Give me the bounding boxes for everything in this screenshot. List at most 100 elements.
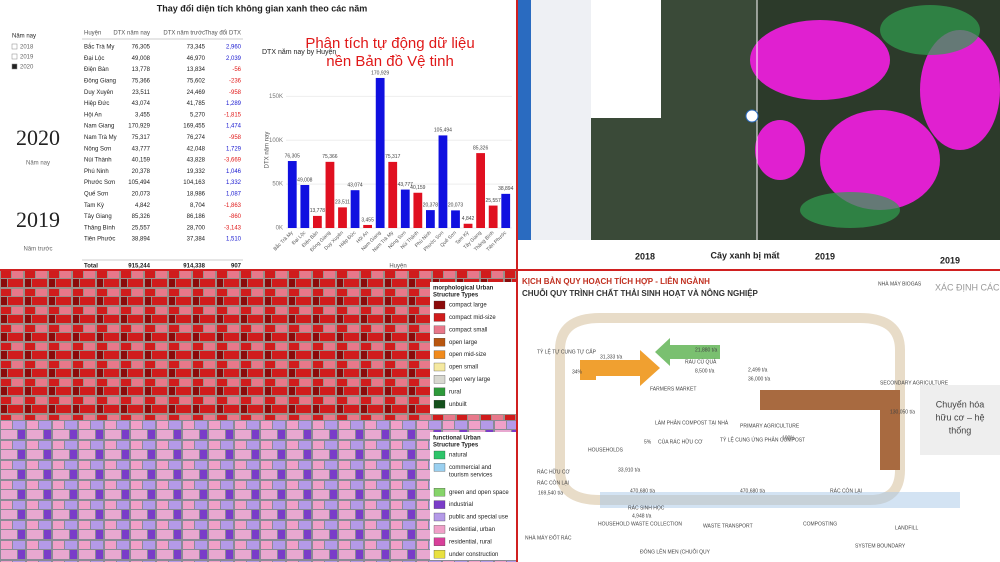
- table-cell: 75,602: [187, 78, 206, 84]
- bar: [338, 207, 347, 228]
- table-cell: -1,863: [224, 203, 242, 209]
- table-cell: 46,970: [187, 56, 206, 62]
- diagram-label: LÀM PHÂN COMPOST TẠI NHÀ: [655, 419, 729, 426]
- bar: [501, 193, 511, 228]
- table-cell: 43,777: [132, 146, 151, 152]
- bar: [312, 215, 322, 228]
- year-label: 2019: [940, 255, 960, 265]
- x-axis-label: Huyện: [389, 264, 406, 270]
- year-label: 2019: [815, 251, 835, 261]
- bar: [413, 192, 423, 228]
- flow-arrow: [580, 350, 660, 386]
- table-cell: 18,986: [187, 191, 206, 197]
- diagram-label: RÁC HỮU CƠ: [537, 468, 570, 475]
- table-cell: 8,704: [190, 203, 206, 209]
- value-label: 105,494: [434, 128, 452, 134]
- total-cell: 915,244: [128, 264, 150, 270]
- table-cell: Quế Sơn: [84, 191, 108, 197]
- column-header: DTX năm trước: [163, 31, 205, 37]
- diagram-label: 5%: [644, 439, 652, 445]
- legend-swatch: [433, 387, 446, 396]
- table-cell: 4,842: [135, 203, 151, 209]
- table-cell: Hội An: [84, 112, 102, 118]
- table-cell: 1,046: [226, 169, 242, 175]
- bar: [325, 161, 335, 228]
- table-cell: 49,008: [132, 56, 151, 62]
- y-tick-label: 100K: [269, 138, 283, 144]
- table-cell: 75,317: [132, 135, 151, 141]
- table-cell: -860: [229, 214, 242, 220]
- flow-arrow: [760, 390, 900, 470]
- legend-label: compact large: [449, 303, 487, 309]
- table-cell: 28,700: [187, 225, 206, 231]
- diagram-label: 34%: [572, 369, 583, 375]
- value-label: 20,073: [448, 203, 464, 209]
- current-year-label: Năm nay: [26, 161, 50, 167]
- value-label: 40,159: [410, 185, 426, 191]
- flow-arrow: [655, 338, 720, 366]
- value-label: 43,074: [347, 183, 363, 189]
- diagram-label: 8,500 t/a: [695, 368, 715, 374]
- slicer-checkbox[interactable]: [11, 63, 18, 70]
- diagram-label: RÁC CÒN LẠI: [537, 479, 569, 486]
- table-cell: 1,474: [226, 124, 242, 130]
- table-cell: 25,557: [132, 225, 151, 231]
- table-cell: Nông Sơn: [84, 146, 111, 152]
- value-label: 13,778: [310, 208, 326, 214]
- legend-swatch: [433, 400, 446, 409]
- table-cell: 76,305: [132, 45, 151, 51]
- column-header: DTX năm nay: [113, 31, 150, 37]
- total-cell: 914,338: [183, 264, 205, 270]
- legend-label: residential, rural: [449, 539, 492, 545]
- table-cell: 19,332: [187, 169, 206, 175]
- swipe-handle[interactable]: [745, 109, 759, 123]
- y-tick-label: 150K: [269, 94, 283, 100]
- diagram-label: 2,499 t/a: [748, 367, 768, 373]
- bar: [375, 77, 385, 229]
- value-label: 20,378: [423, 202, 439, 208]
- y-tick-label: 50K: [272, 182, 283, 188]
- table-cell: 86,186: [187, 214, 206, 220]
- caption-strip: [517, 240, 1000, 270]
- toolbar: [517, 0, 531, 240]
- table-cell: Tam Kỳ: [84, 203, 104, 209]
- slicer-checkbox[interactable]: [11, 53, 18, 60]
- legend-swatch: [433, 362, 446, 372]
- value-label: 38,894: [498, 186, 514, 192]
- bar: [425, 210, 435, 228]
- system-loop: [555, 313, 905, 505]
- legend-label: unbuilt: [449, 402, 467, 408]
- table-cell: 1,289: [226, 101, 242, 107]
- legend-label: compact small: [449, 327, 487, 333]
- table-cell: Duy Xuyên: [84, 90, 113, 96]
- value-label: 170,929: [371, 70, 389, 76]
- table-cell: 20,073: [132, 191, 151, 197]
- bar: [300, 184, 310, 228]
- table-cell: 105,494: [128, 180, 150, 186]
- legend-swatch: [433, 550, 446, 559]
- diagram-title: KỊCH BẢN QUY HOẠCH TÍCH HỢP - LIÊN NGÀNH: [522, 277, 710, 286]
- table-cell: Nam Trà My: [84, 135, 117, 141]
- diagram-label: 470,680 t/a: [630, 488, 655, 494]
- value-label: 43,777: [398, 182, 414, 188]
- table-cell: 75,366: [132, 78, 151, 84]
- legend-swatch: [433, 313, 446, 322]
- table-cell: Tây Giang: [84, 214, 112, 220]
- slicer-checkbox[interactable]: [11, 43, 18, 50]
- table-cell: 23,511: [132, 90, 151, 96]
- previous-year: 2019: [16, 207, 60, 232]
- diagram-label: TỶ LỆ CUNG ỨNG PHÂN COMPOST: [720, 435, 805, 443]
- legend-label: commercial and: [449, 465, 491, 471]
- diagram-label: RÁC SINH HỌC: [628, 504, 665, 511]
- table-cell: 169,455: [183, 124, 205, 130]
- table-cell: -1,815: [224, 112, 242, 118]
- total-cell: 907: [231, 264, 242, 270]
- legend-title: Structure Types: [433, 293, 479, 299]
- diagram-label: 21,880 t/a: [695, 347, 717, 353]
- table-cell: 1,729: [226, 146, 242, 152]
- slicer-option: 2018: [20, 45, 34, 51]
- value-label: 23,511: [335, 200, 350, 206]
- overlay-caption: nền Bản đồ Vệ tinh: [326, 53, 454, 70]
- legend-label: residential, urban: [449, 527, 495, 533]
